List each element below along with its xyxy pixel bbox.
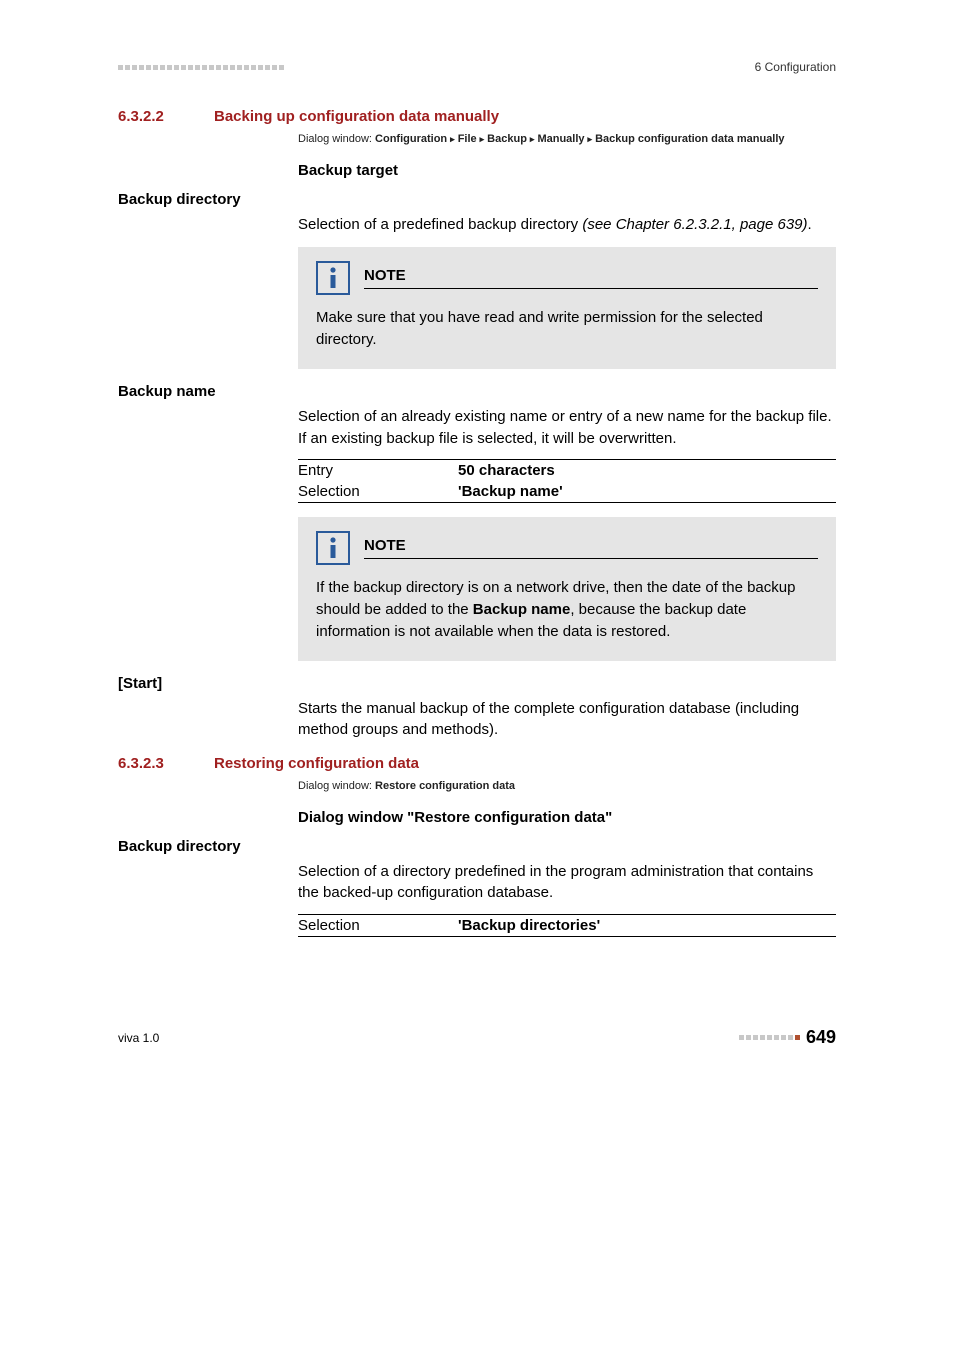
page-header: 6 Configuration [118,60,836,74]
backup-directory-text: Selection of a predefined backup directo… [298,214,836,236]
restore-backup-directory-label: Backup directory [118,838,836,855]
start-label: [Start] [118,675,836,692]
start-text: Starts the manual backup of the complete… [298,698,836,742]
backup-target-heading: Backup target [298,162,836,179]
backup-directory-label: Backup directory [118,191,836,208]
section-heading-6322: 6.3.2.2 Backing up configuration data ma… [118,108,836,125]
text: . [808,216,812,233]
section-heading-6323: 6.3.2.3 Restoring configuration data [118,755,836,772]
note-title: NOTE [364,267,818,289]
dialog-label: Dialog window: [298,133,375,145]
backup-name-label: Backup name [118,383,836,400]
section-title: Backing up configuration data manually [214,108,499,125]
restore-spec-table: Selection'Backup directories' [298,914,836,937]
note-text: If the backup directory is on a network … [316,577,818,642]
note-text: Make sure that you have read and write p… [316,307,818,351]
page-number: 649 [806,1027,836,1048]
section-number: 6.3.2.3 [118,755,214,772]
section-title: Restoring configuration data [214,755,419,772]
footer-dots [739,1035,800,1040]
restore-dialog-heading: Dialog window "Restore configuration dat… [298,809,836,826]
page-footer: viva 1.0 649 [118,1027,836,1048]
header-chapter: 6 Configuration [755,60,836,74]
dialog-label: Dialog window: [298,780,375,792]
text: Selection of a predefined backup directo… [298,216,582,233]
info-icon [316,531,350,565]
backup-name-spec-table: Entry50 charactersSelection'Backup name' [298,459,836,503]
info-icon [316,261,350,295]
header-dots [118,65,284,70]
dialog-path-6322: Dialog window: Configuration▸File▸Backup… [298,131,836,148]
note-box-1: NOTE Make sure that you have read and wr… [298,247,836,369]
dialog-path-6323: Dialog window: Restore configuration dat… [298,778,836,795]
text-bold: Backup name [473,601,571,618]
dialog-path-text: Restore configuration data [375,780,515,792]
note-box-2: NOTE If the backup directory is on a net… [298,517,836,660]
backup-name-text: Selection of an already existing name or… [298,406,836,450]
restore-backup-directory-text: Selection of a directory predefined in t… [298,861,836,905]
cross-ref: (see Chapter 6.2.3.2.1, page 639) [582,216,807,233]
note-title: NOTE [364,537,818,559]
section-number: 6.3.2.2 [118,108,214,125]
footer-product: viva 1.0 [118,1031,159,1045]
